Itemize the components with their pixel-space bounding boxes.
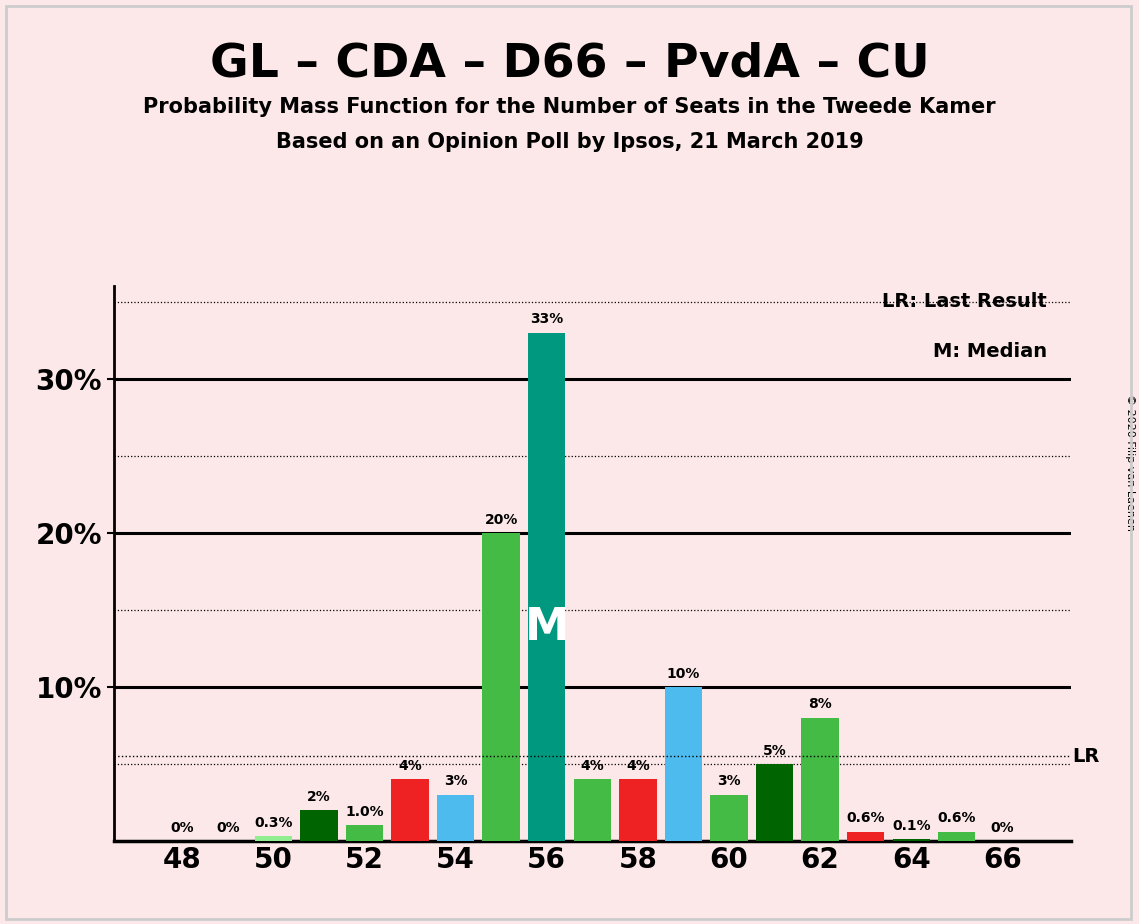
Text: 4%: 4% (626, 760, 649, 773)
Bar (939, 832, 975, 841)
Text: 5%: 5% (763, 744, 786, 758)
Bar (711, 795, 747, 841)
Text: 4%: 4% (581, 760, 604, 773)
Text: 8%: 8% (809, 698, 831, 711)
Text: © 2020 Filip van Laenen: © 2020 Filip van Laenen (1125, 394, 1134, 530)
Text: 2%: 2% (308, 790, 330, 804)
Bar (255, 836, 292, 841)
Bar (802, 718, 838, 841)
Text: 33%: 33% (530, 312, 564, 326)
Text: 0%: 0% (991, 821, 1014, 834)
Bar (847, 832, 884, 841)
Bar (437, 795, 474, 841)
Bar (893, 839, 929, 841)
Text: 20%: 20% (484, 513, 518, 527)
Bar (620, 779, 656, 841)
Text: 3%: 3% (718, 774, 740, 788)
Text: M: Median: M: Median (933, 342, 1047, 361)
Text: 0.6%: 0.6% (937, 811, 976, 825)
Text: 0%: 0% (171, 821, 194, 834)
Text: 4%: 4% (399, 760, 421, 773)
Text: GL – CDA – D66 – PvdA – CU: GL – CDA – D66 – PvdA – CU (210, 42, 929, 87)
Text: Based on an Opinion Poll by Ipsos, 21 March 2019: Based on an Opinion Poll by Ipsos, 21 Ma… (276, 132, 863, 152)
Text: 0.3%: 0.3% (254, 816, 293, 830)
Bar (483, 533, 519, 841)
Text: LR: Last Result: LR: Last Result (882, 292, 1047, 311)
Bar (346, 825, 383, 841)
Bar (756, 764, 793, 841)
Text: 10%: 10% (666, 667, 700, 681)
Text: 0.6%: 0.6% (846, 811, 885, 825)
Bar (574, 779, 611, 841)
Text: 1.0%: 1.0% (345, 806, 384, 820)
Text: 3%: 3% (444, 774, 467, 788)
Bar (665, 687, 702, 841)
Text: LR: LR (1073, 747, 1100, 766)
Text: 0%: 0% (216, 821, 239, 834)
Bar (301, 810, 337, 841)
Text: M: M (525, 606, 568, 649)
Text: 0.1%: 0.1% (892, 820, 931, 833)
Bar (528, 333, 565, 841)
Bar (392, 779, 428, 841)
Text: Probability Mass Function for the Number of Seats in the Tweede Kamer: Probability Mass Function for the Number… (144, 97, 995, 117)
